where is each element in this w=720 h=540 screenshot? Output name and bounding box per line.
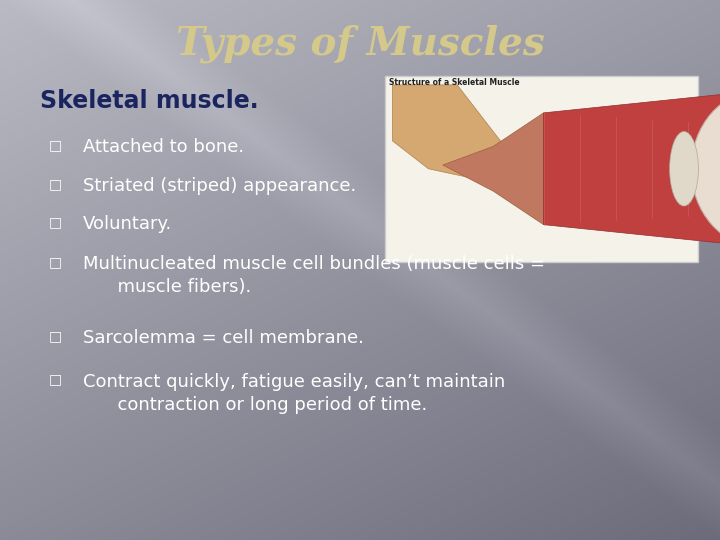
Text: Skeletal muscle.: Skeletal muscle. — [40, 89, 258, 113]
Text: □: □ — [49, 138, 62, 152]
Bar — [385, 76, 698, 262]
Polygon shape — [544, 91, 720, 247]
Text: □: □ — [49, 255, 62, 269]
Ellipse shape — [670, 131, 698, 206]
Text: □: □ — [49, 329, 62, 343]
Text: Sarcolemma = cell membrane.: Sarcolemma = cell membrane. — [83, 329, 364, 347]
Text: □: □ — [49, 215, 62, 229]
Text: Contract quickly, fatigue easily, can’t maintain
      contraction or long perio: Contract quickly, fatigue easily, can’t … — [83, 373, 505, 414]
Text: □: □ — [49, 373, 62, 387]
Polygon shape — [392, 85, 500, 178]
Text: Types of Muscles: Types of Muscles — [176, 24, 544, 63]
Text: □: □ — [49, 177, 62, 191]
Text: Multinucleated muscle cell bundles (muscle cells =
      muscle fibers).: Multinucleated muscle cell bundles (musc… — [83, 255, 545, 296]
Polygon shape — [443, 113, 544, 225]
Text: Structure of a Skeletal Muscle: Structure of a Skeletal Muscle — [389, 78, 519, 87]
Ellipse shape — [691, 91, 720, 247]
Text: Striated (striped) appearance.: Striated (striped) appearance. — [83, 177, 356, 195]
Text: Voluntary.: Voluntary. — [83, 215, 172, 233]
Text: Attached to bone.: Attached to bone. — [83, 138, 244, 156]
